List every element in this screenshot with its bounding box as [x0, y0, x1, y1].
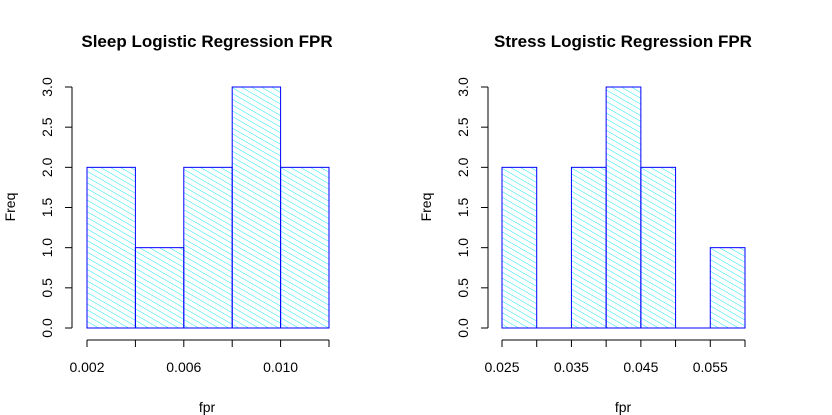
sleep-y-tick-label: 2.0: [39, 157, 55, 177]
stress-x-tick-label: 0.025: [484, 359, 519, 375]
stress-bar-2: [570, 166, 607, 329]
stress-y-tick-label: 0.5: [455, 278, 471, 298]
sleep-y-tick-label: 0.0: [39, 318, 55, 338]
sleep-x-tick-label: 0.002: [69, 359, 104, 375]
stress-y-tick-label: 2.0: [455, 157, 471, 177]
sleep-bar-4: [280, 166, 330, 329]
stress-y-tick-label: 0.0: [455, 318, 471, 338]
sleep-chart-title: Sleep Logistic Regression FPR: [81, 32, 332, 51]
sleep-bar-3: [231, 86, 282, 329]
sleep-y-tick-label: 0.5: [39, 278, 55, 298]
stress-y-tick-label: 1.0: [455, 238, 471, 258]
stress-y-axis-label: Freq: [418, 193, 434, 222]
sleep-x-tick-label: 0.006: [166, 359, 201, 375]
sleep-y-tick-label: 3.0: [39, 77, 55, 97]
stress-x-axis-label: fpr: [615, 399, 632, 415]
stress-bar-6: [709, 247, 746, 329]
stress-y-axis: 0.0 0.5 1.0 1.5 2.0 2.5 3.0: [455, 77, 489, 338]
stress-histogram-panel: Stress Logistic Regression FPR fpr Freq …: [418, 32, 752, 415]
stress-bar-4: [640, 166, 677, 329]
stress-bar-0: [501, 166, 538, 329]
stress-bar-3: [605, 86, 642, 329]
sleep-y-axis: 0.0 0.5 1.0 1.5 2.0 2.5 3.0: [39, 77, 73, 338]
stress-x-tick-label: 0.035: [554, 359, 589, 375]
sleep-x-axis: 0.002 0.006 0.010: [69, 339, 330, 375]
stress-chart-title: Stress Logistic Regression FPR: [494, 32, 752, 51]
sleep-bar-1: [134, 247, 185, 329]
sleep-y-axis-label: Freq: [2, 193, 18, 222]
stress-bars: [501, 86, 746, 329]
sleep-x-axis-label: fpr: [199, 399, 216, 415]
sleep-x-tick-label: 0.010: [263, 359, 298, 375]
stress-y-tick-label: 1.5: [455, 198, 471, 218]
stress-y-tick-label: 2.5: [455, 117, 471, 137]
stress-x-tick-label: 0.045: [623, 359, 658, 375]
sleep-y-tick-label: 1.5: [39, 198, 55, 218]
sleep-bar-2: [183, 166, 233, 329]
stress-x-axis: 0.025 0.035 0.045 0.055: [484, 339, 746, 375]
sleep-y-tick-label: 2.5: [39, 117, 55, 137]
sleep-y-tick-label: 1.0: [39, 238, 55, 258]
sleep-bar-0: [86, 166, 136, 329]
sleep-histogram-panel: Sleep Logistic Regression FPR fpr Freq 0…: [2, 32, 333, 415]
stress-y-tick-label: 3.0: [455, 77, 471, 97]
stress-x-tick-label: 0.055: [693, 359, 728, 375]
sleep-bars: [86, 86, 330, 329]
